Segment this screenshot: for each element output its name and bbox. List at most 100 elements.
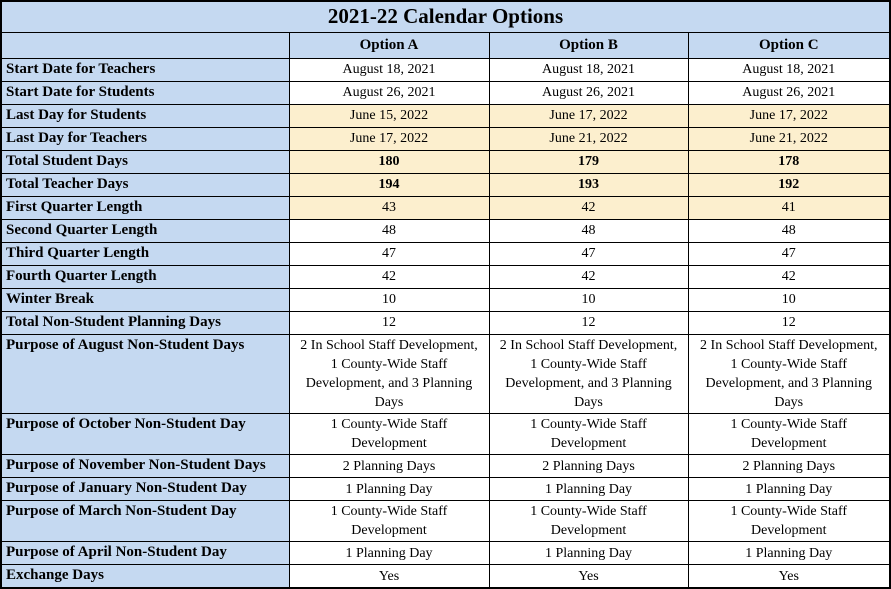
row-label: Last Day for Teachers <box>0 127 290 151</box>
value-cell: 48 <box>288 219 490 243</box>
value-cell: August 26, 2021 <box>488 81 689 105</box>
row-label: Purpose of April Non-Student Day <box>0 541 290 566</box>
table-row: Purpose of January Non-Student Day 1 Plan… <box>0 477 891 502</box>
row-label: Last Day for Students <box>0 104 290 128</box>
value-cell: August 26, 2021 <box>687 81 891 105</box>
value-cell: August 26, 2021 <box>288 81 490 105</box>
value-cell: 12 <box>687 311 891 335</box>
value-cell: 2 Planning Days <box>288 454 490 479</box>
value-cell: 42 <box>488 265 689 289</box>
row-label: Third Quarter Length <box>0 242 290 266</box>
row-label: Exchange Days <box>0 564 290 589</box>
table-row: Start Date for Students August 26, 2021 Au… <box>0 81 891 105</box>
value-cell: 194 <box>288 173 490 197</box>
table-row: Start Date for Teachers August 18, 2021 Au… <box>0 58 891 82</box>
value-cell: August 18, 2021 <box>488 58 689 82</box>
value-cell: 1 Planning Day <box>687 541 891 566</box>
value-cell: 10 <box>488 288 689 312</box>
row-label: First Quarter Length <box>0 196 290 220</box>
value-cell: 179 <box>488 150 689 174</box>
table-row: Purpose of March Non-Student Day 1 County… <box>0 500 891 543</box>
value-cell: 193 <box>488 173 689 197</box>
value-cell: 1 County-Wide Staff Development <box>288 413 490 456</box>
page-title: 2021-22 Calendar Options <box>0 0 891 33</box>
row-label: Start Date for Students <box>0 81 290 105</box>
table-row: Purpose of October Non-Student Day 1 Coun… <box>0 413 891 456</box>
row-label: Winter Break <box>0 288 290 312</box>
value-cell: 48 <box>687 219 891 243</box>
value-cell: 2 In School Staff Development, 1 County-… <box>288 333 490 415</box>
value-cell: 1 Planning Day <box>288 477 490 502</box>
value-cell: June 17, 2022 <box>687 104 891 128</box>
value-cell: 10 <box>687 288 891 312</box>
value-cell: June 17, 2022 <box>288 127 490 151</box>
value-cell: 180 <box>288 150 490 174</box>
table-row: Total Non-Student Planning Days 12 12 12 <box>0 311 891 335</box>
value-cell: 1 County-Wide Staff Development <box>488 500 689 543</box>
table-row: Fourth Quarter Length 42 42 42 <box>0 265 891 289</box>
table-row: Total Teacher Days 194 193 192 <box>0 173 891 197</box>
value-cell: 10 <box>288 288 490 312</box>
value-cell: 2 Planning Days <box>488 454 689 479</box>
column-header-row: Option A Option B Option C <box>0 32 891 59</box>
value-cell: June 15, 2022 <box>288 104 490 128</box>
table-row: Last Day for Students June 15, 2022 June 1… <box>0 104 891 128</box>
value-cell: 1 Planning Day <box>488 541 689 566</box>
value-cell: 2 In School Staff Development, 1 County-… <box>687 333 891 415</box>
value-cell: 192 <box>687 173 891 197</box>
value-cell: 12 <box>288 311 490 335</box>
value-cell: 2 Planning Days <box>687 454 891 479</box>
column-header-option-c: Option C <box>687 32 891 59</box>
row-label: Purpose of March Non-Student Day <box>0 500 290 543</box>
row-label: Start Date for Teachers <box>0 58 290 82</box>
value-cell: 1 County-Wide Staff Development <box>488 413 689 456</box>
value-cell: 2 In School Staff Development, 1 County-… <box>488 333 689 415</box>
value-cell: August 18, 2021 <box>288 58 490 82</box>
table-body: Start Date for Teachers August 18, 2021 Au… <box>0 58 891 589</box>
row-label: Total Non-Student Planning Days <box>0 311 290 335</box>
row-label: Purpose of January Non-Student Day <box>0 477 290 502</box>
value-cell: 47 <box>288 242 490 266</box>
value-cell: 1 County-Wide Staff Development <box>687 500 891 543</box>
row-label: Purpose of November Non-Student Days <box>0 454 290 479</box>
corner-cell <box>0 32 290 59</box>
value-cell: 178 <box>687 150 891 174</box>
value-cell: June 21, 2022 <box>687 127 891 151</box>
title-row: 2021-22 Calendar Options <box>0 0 891 33</box>
column-header-option-a: Option A <box>288 32 490 59</box>
row-label: Total Teacher Days <box>0 173 290 197</box>
value-cell: 42 <box>288 265 490 289</box>
value-cell: 47 <box>488 242 689 266</box>
value-cell: 1 County-Wide Staff Development <box>687 413 891 456</box>
value-cell: 47 <box>687 242 891 266</box>
table-row: Total Student Days 180 179 178 <box>0 150 891 174</box>
table-row: Last Day for Teachers June 17, 2022 June 2… <box>0 127 891 151</box>
row-label: Second Quarter Length <box>0 219 290 243</box>
row-label: Purpose of October Non-Student Day <box>0 413 290 456</box>
table-row: Purpose of August Non-Student Days 2 In S… <box>0 333 891 415</box>
value-cell: 12 <box>488 311 689 335</box>
row-label: Fourth Quarter Length <box>0 265 290 289</box>
value-cell: June 21, 2022 <box>488 127 689 151</box>
table-row: Second Quarter Length 48 48 48 <box>0 219 891 243</box>
value-cell: 43 <box>288 196 490 220</box>
value-cell: 42 <box>488 196 689 220</box>
table-row: Third Quarter Length 47 47 47 <box>0 242 891 266</box>
table-row: Purpose of April Non-Student Day 1 Planni… <box>0 541 891 566</box>
row-label: Purpose of August Non-Student Days <box>0 333 290 415</box>
value-cell: June 17, 2022 <box>488 104 689 128</box>
value-cell: 1 Planning Day <box>488 477 689 502</box>
value-cell: 42 <box>687 265 891 289</box>
table-row: Winter Break 10 10 10 <box>0 288 891 312</box>
table-row: Purpose of November Non-Student Days 2 Pl… <box>0 454 891 479</box>
value-cell: 1 Planning Day <box>687 477 891 502</box>
value-cell: 41 <box>687 196 891 220</box>
table-row: First Quarter Length 43 42 41 <box>0 196 891 220</box>
value-cell: August 18, 2021 <box>687 58 891 82</box>
value-cell: 1 Planning Day <box>288 541 490 566</box>
value-cell: 1 County-Wide Staff Development <box>288 500 490 543</box>
value-cell: 48 <box>488 219 689 243</box>
row-label: Total Student Days <box>0 150 290 174</box>
column-header-option-b: Option B <box>488 32 689 59</box>
